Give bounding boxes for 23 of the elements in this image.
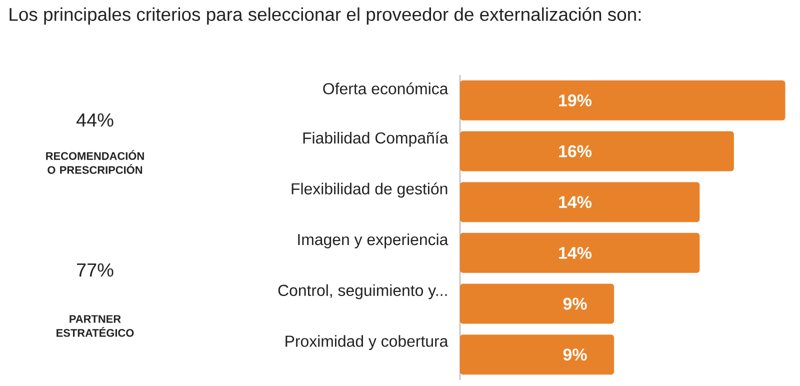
data-label: 14% xyxy=(559,246,592,259)
bar xyxy=(460,182,700,222)
text: 77% xyxy=(77,263,114,277)
bar xyxy=(460,334,614,375)
data-label: 16% xyxy=(559,145,592,158)
y-tick-label: Oferta económica xyxy=(323,82,448,94)
y-tick-label: Proximidad y cobertura xyxy=(286,335,448,350)
data-label: 9% xyxy=(563,298,587,310)
y-tick-label: Control, seguimiento y... xyxy=(278,284,447,300)
bar xyxy=(460,232,700,273)
bar xyxy=(460,80,786,120)
bar xyxy=(460,131,734,172)
data-label: 19% xyxy=(559,94,592,106)
chart-title: Los principales criterios para seleccionar el proveedor de externalización son: xyxy=(10,7,641,25)
data-label: 9% xyxy=(563,348,587,361)
y-tick-label: Imagen y experiencia xyxy=(298,233,448,248)
data-label: 14% xyxy=(559,196,592,208)
bar xyxy=(460,284,614,324)
text: RECOMENDACIÓN O PRESCRIPCIÓN xyxy=(46,150,144,174)
y-tick-label: Flexibilidad de gestión xyxy=(292,182,448,198)
text: 44% xyxy=(76,113,114,127)
text: PARTNER ESTRATÉGICO xyxy=(56,315,134,337)
y-tick-label: Fiabilidad Compañía xyxy=(303,132,448,147)
